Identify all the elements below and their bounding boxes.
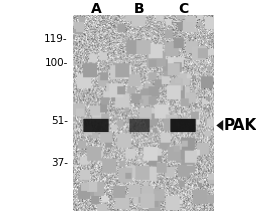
Text: 119-: 119-	[44, 34, 68, 44]
Text: C: C	[178, 2, 188, 16]
Text: PAK2: PAK2	[224, 118, 256, 133]
Text: 37-: 37-	[51, 158, 68, 168]
Text: A: A	[91, 2, 101, 16]
Bar	[73, 16, 214, 211]
FancyBboxPatch shape	[130, 119, 150, 132]
Text: 100-: 100-	[45, 58, 68, 68]
FancyBboxPatch shape	[169, 117, 197, 133]
FancyBboxPatch shape	[128, 117, 151, 133]
FancyBboxPatch shape	[83, 119, 109, 132]
Text: 51-: 51-	[51, 116, 68, 126]
Text: B: B	[134, 2, 145, 16]
FancyBboxPatch shape	[170, 119, 196, 132]
FancyBboxPatch shape	[82, 117, 110, 133]
Polygon shape	[216, 120, 223, 131]
